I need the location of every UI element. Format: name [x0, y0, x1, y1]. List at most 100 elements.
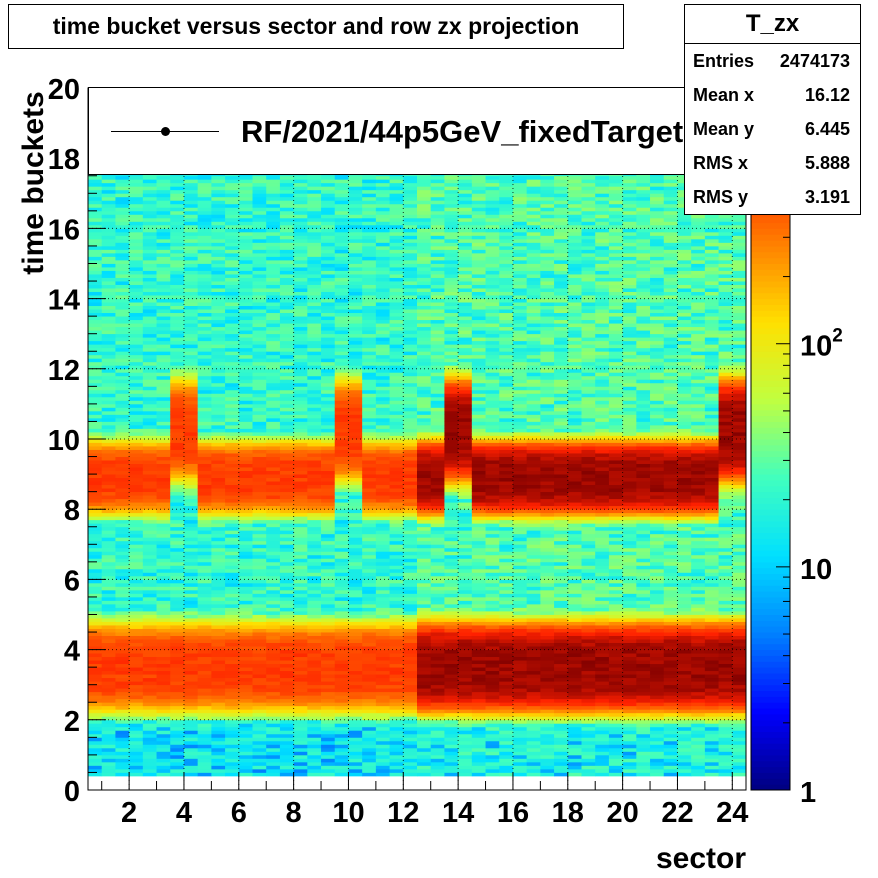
heatmap-cell: [115, 403, 130, 408]
heatmap-cell: [115, 224, 130, 229]
heatmap-cell: [129, 565, 144, 570]
heatmap-cell: [156, 761, 171, 766]
heatmap-cell: [334, 723, 349, 728]
heatmap-cell: [142, 509, 157, 514]
heatmap-cell: [417, 593, 432, 598]
heatmap-cell: [362, 695, 377, 700]
heatmap-cell: [266, 456, 281, 461]
heatmap-cell: [334, 456, 349, 461]
heatmap-cell: [197, 386, 212, 391]
heatmap-cell: [197, 288, 212, 292]
heatmap-cell: [101, 410, 116, 415]
heatmap-cell: [252, 674, 267, 679]
heatmap-cell: [101, 681, 116, 686]
heatmap-cell: [115, 653, 130, 658]
heatmap-cell: [279, 309, 295, 314]
heatmap-cell: [348, 691, 363, 696]
heatmap-cell: [170, 186, 185, 191]
heatmap-cell: [101, 625, 116, 629]
heatmap-cell: [101, 470, 116, 475]
heatmap-cell: [417, 470, 432, 475]
heatmap-cell: [88, 453, 103, 457]
heatmap-cell: [252, 761, 267, 766]
heatmap-cell: [129, 733, 144, 738]
heatmap-cell: [279, 365, 295, 370]
heatmap-cell: [183, 179, 199, 184]
heatmap-cell: [293, 649, 308, 654]
heatmap-cell: [211, 446, 226, 450]
heatmap-cell: [266, 389, 281, 394]
heatmap-cell: [101, 453, 116, 457]
heatmap-cell: [417, 365, 432, 370]
heatmap-cell: [238, 512, 253, 517]
heatmap-cell: [389, 186, 404, 191]
heatmap-cell: [389, 495, 404, 500]
heatmap-cell: [307, 656, 322, 661]
heatmap-cell: [183, 231, 199, 236]
heatmap-cell: [197, 203, 212, 208]
heatmap-cell: [211, 467, 226, 471]
heatmap-cell: [101, 646, 116, 650]
heatmap-cell: [417, 502, 432, 507]
heatmap-cell: [362, 231, 377, 236]
heatmap-cell: [375, 558, 390, 563]
heatmap-cell: [403, 621, 418, 626]
heatmap-cell: [293, 740, 308, 745]
heatmap-cell: [88, 603, 103, 608]
heatmap-cell: [417, 491, 432, 496]
heatmap-cell: [307, 428, 322, 433]
heatmap-cell: [183, 312, 199, 317]
heatmap-cell: [403, 579, 418, 584]
heatmap-cell: [238, 224, 253, 229]
heatmap-cell: [115, 393, 130, 398]
heatmap-cell: [430, 460, 445, 464]
heatmap-cell: [266, 589, 281, 594]
heatmap-cell: [334, 772, 349, 777]
heatmap-cell: [321, 628, 336, 633]
heatmap-cell: [266, 663, 281, 668]
heatmap-cell: [156, 695, 171, 700]
heatmap-cell: [101, 495, 116, 500]
heatmap-cell: [403, 196, 418, 201]
heatmap-cell: [225, 358, 240, 363]
heatmap-cell: [334, 768, 349, 773]
heatmap-cell: [115, 456, 130, 461]
heatmap-cell: [170, 421, 185, 426]
heatmap-cell: [307, 193, 322, 198]
heatmap-cell: [266, 319, 281, 324]
heatmap-cell: [307, 642, 322, 647]
heatmap-cell: [375, 463, 390, 468]
heatmap-cell: [197, 744, 212, 749]
heatmap-cell: [403, 747, 418, 752]
heatmap-cell: [293, 333, 308, 338]
heatmap-cell: [225, 586, 240, 591]
heatmap-cell: [362, 238, 377, 243]
heatmap-cell: [129, 305, 144, 310]
heatmap-cell: [142, 421, 157, 426]
heatmap-cell: [183, 610, 199, 615]
heatmap-cell: [156, 709, 171, 714]
heatmap-cell: [88, 502, 103, 507]
heatmap-cell: [238, 667, 253, 672]
heatmap-cell: [211, 259, 226, 264]
heatmap-cell: [211, 554, 226, 559]
heatmap-cell: [115, 572, 130, 577]
heatmap-cell: [129, 502, 144, 507]
heatmap-cell: [129, 326, 144, 331]
heatmap-cell: [197, 582, 212, 587]
heatmap-cell: [375, 249, 390, 254]
heatmap-cell: [403, 754, 418, 759]
heatmap-cell: [375, 565, 390, 570]
heatmap-cell: [115, 754, 130, 759]
heatmap-cell: [170, 193, 185, 198]
heatmap-cell: [307, 263, 322, 268]
heatmap-cell: [389, 519, 404, 524]
heatmap-cell: [115, 326, 130, 331]
heatmap-cell: [142, 540, 157, 545]
heatmap-cell: [252, 579, 267, 584]
heatmap-cell: [389, 396, 404, 401]
heatmap-cell: [101, 709, 116, 714]
heatmap-cell: [389, 621, 404, 626]
heatmap-cell: [389, 347, 404, 352]
heatmap-cell: [334, 424, 349, 429]
